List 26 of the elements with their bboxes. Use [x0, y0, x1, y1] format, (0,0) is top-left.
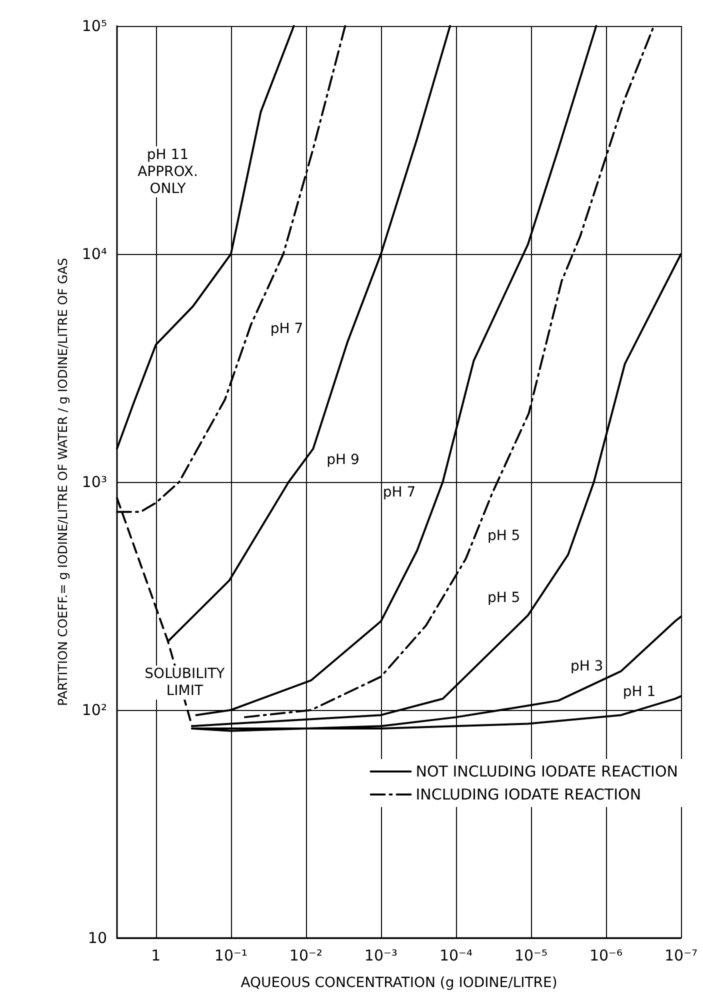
y-tick-label: 10²: [82, 701, 107, 719]
x-axis-title: AQUEOUS CONCENTRATION (g IODINE/LITRE): [240, 975, 558, 991]
x-tick-label: 10⁻¹: [214, 946, 248, 964]
y-tick-label: 10³: [82, 473, 107, 491]
annotation: pH 7: [270, 320, 304, 337]
x-tick-label: 10⁻²: [289, 946, 322, 964]
y-axis-title: PARTITION COEFF.= g IODINE/LITRE OF WATER / g IODINE/LITRE OF GAS: [55, 258, 70, 706]
x-tick-label: 10⁻⁷: [664, 946, 698, 964]
annotation: pH 5: [487, 528, 520, 544]
annotation: pH 9: [326, 452, 360, 468]
annotation: pH 11 APPROX. ONLY: [138, 146, 198, 197]
y-tick-label: 10: [88, 929, 107, 947]
x-tick-label: 10⁻⁴: [439, 946, 472, 964]
y-tick-label: 10⁴: [82, 245, 107, 263]
annotation: pH 3: [570, 658, 604, 675]
annotation: pH 5: [487, 590, 520, 606]
x-tick-label: 10⁻⁶: [589, 946, 622, 964]
y-tick-label: 10⁵: [82, 17, 107, 35]
legend-label: INCLUDING IODATE REACTION: [416, 786, 642, 804]
x-tick-label: 10⁻⁵: [514, 946, 548, 964]
x-tick-label: 1: [151, 946, 161, 964]
x-tick-label: 10⁻³: [364, 946, 398, 964]
annotation: SOLUBILITY LIMIT: [144, 666, 226, 700]
legend-label: NOT INCLUDING IODATE REACTION: [416, 762, 678, 780]
annotation: pH 1: [622, 684, 656, 700]
annotation: pH 7: [382, 484, 416, 500]
